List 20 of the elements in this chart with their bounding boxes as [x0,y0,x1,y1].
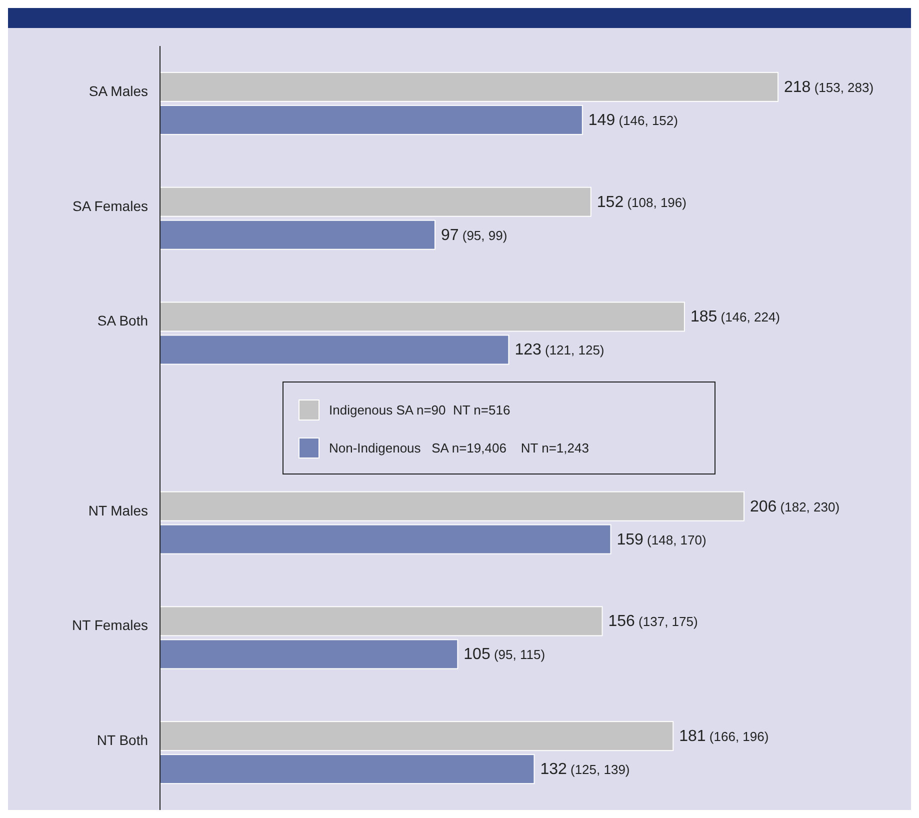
data-label: 181 (166, 196) [679,728,769,745]
y-tick-label: SA Males [88,82,148,99]
data-label: 159 (148, 170) [616,530,706,548]
legend-label: Indigenous SA n=90 NT n=516 [329,402,510,418]
y-tick-label: NT Both [96,732,148,748]
y-tick-label: SA Females [72,198,148,214]
y-tick-label: NT Males [88,502,148,518]
y-tick-label: SA Both [97,312,148,329]
data-label: 123 (121, 125) [514,341,604,358]
data-label: 206 (182, 230) [750,498,840,515]
y-tick-label: NT Females [72,617,148,634]
data-label: 97 (95, 99) [440,226,508,244]
data-label: 132 (125, 139) [540,760,630,778]
data-label: 105 (95, 115) [464,646,546,663]
data-label: 156 (137, 175) [608,612,698,630]
data-label: 152 (108, 196) [596,193,686,210]
data-label: 185 (146, 224) [690,308,780,326]
data-label: 149 (146, 152) [588,111,678,128]
data-label: 218 (153, 283) [784,78,874,96]
legend-label: Non-Indigenous SA n=19,406 NT n=1,243 [329,440,589,456]
